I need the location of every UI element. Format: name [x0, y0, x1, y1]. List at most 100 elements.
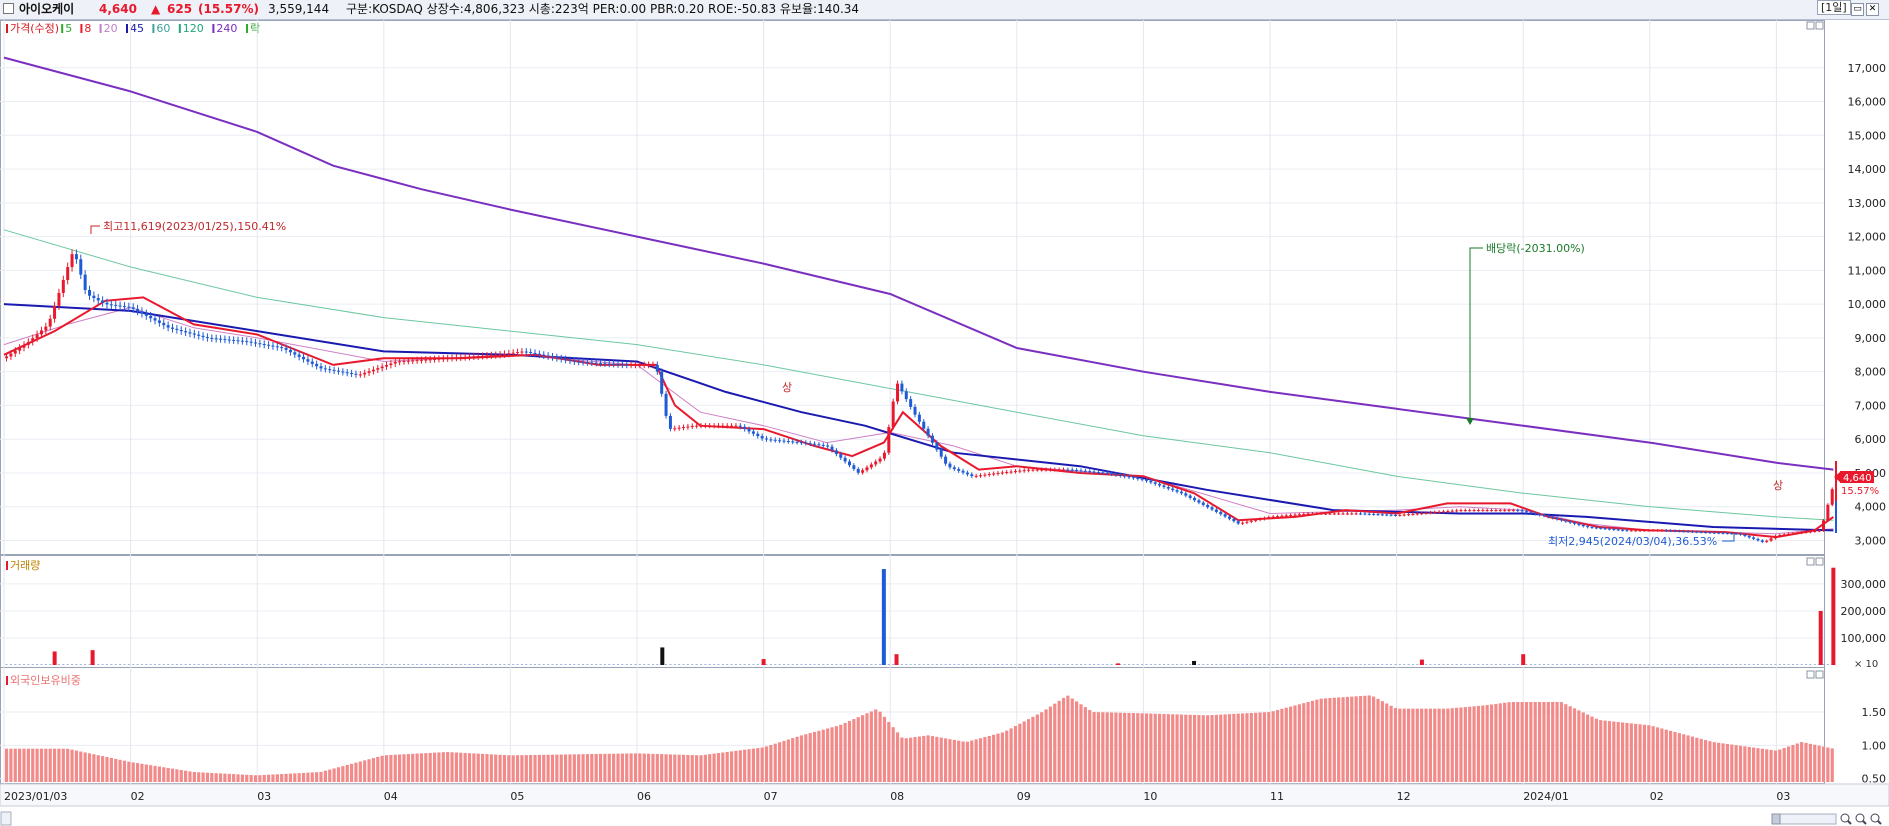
foreign-ratio-bar: [22, 748, 26, 782]
volume-bar: [1639, 664, 1642, 665]
candle-body: [494, 354, 498, 356]
volume-bar: [398, 664, 401, 665]
foreign-ratio-bar: [716, 753, 721, 782]
legend-item-0: 가격(수정): [10, 22, 59, 35]
volume-bar: [1778, 664, 1781, 665]
volume-bar: [1411, 664, 1414, 665]
foreign-ratio-bar: [175, 769, 179, 782]
candle-body: [1660, 530, 1664, 532]
candle-body: [336, 370, 340, 372]
foreign-ratio-bar: [852, 719, 856, 782]
current-price: 4,640: [99, 2, 137, 16]
candle-body: [1717, 532, 1721, 534]
candle-body: [153, 318, 157, 321]
foreign-ratio-bar: [943, 738, 948, 782]
foreign-ratio-bar: [328, 769, 332, 782]
volume-bar: [1538, 664, 1541, 665]
candle-body: [79, 259, 83, 275]
volume-bar: [27, 664, 30, 665]
volume-bar: [630, 664, 633, 665]
volume-bar: [1259, 664, 1262, 665]
candle-body: [1245, 521, 1249, 523]
maximize-icon[interactable]: [1815, 670, 1824, 679]
scroll-left-button[interactable]: [0, 811, 12, 826]
maximize-icon[interactable]: [1806, 557, 1815, 566]
foreign-ratio-bar: [1625, 722, 1629, 782]
volume-bar: [599, 664, 602, 665]
foreign-ratio-bar: [1214, 714, 1218, 782]
foreign-ratio-bar: [1101, 712, 1105, 782]
volume-bar: [975, 664, 978, 665]
foreign-ratio-bar: [839, 724, 843, 782]
volume-bar: [1180, 664, 1183, 665]
foreign-ratio-bar: [1013, 726, 1018, 782]
candle-body: [529, 352, 533, 354]
maximize-icon[interactable]: [1806, 21, 1815, 30]
candle-body: [1428, 512, 1432, 514]
candle-body: [1031, 469, 1035, 471]
maximize-icon[interactable]: [1806, 670, 1815, 679]
volume-bar: [1211, 664, 1214, 665]
candle-body: [1415, 513, 1419, 515]
volume-bar: [180, 664, 183, 665]
candle-body: [1704, 532, 1708, 534]
dividend-annotation: 배당락(-2031.00%): [1466, 242, 1585, 425]
volume-bar: [1376, 664, 1379, 665]
volume-bar: [887, 664, 890, 665]
foreign-ratio-bar: [1673, 731, 1677, 782]
foreign-ratio-bar: [699, 755, 703, 782]
volume-bar: [433, 664, 436, 665]
volume-bar: [385, 664, 388, 665]
candle-body: [498, 354, 502, 356]
maximize-icon[interactable]: [1815, 557, 1824, 566]
maximize-icon[interactable]: [1815, 21, 1824, 30]
close-icon[interactable]: ✕: [1866, 3, 1879, 16]
foreign-ratio-bar: [489, 754, 493, 782]
price-tick-label: 9,000: [1855, 332, 1887, 345]
candle-body: [1455, 510, 1459, 512]
checkbox-icon[interactable]: [3, 3, 14, 14]
foreign-ratio-bar: [157, 766, 162, 782]
candle-body: [1070, 469, 1074, 471]
candle-body: [1468, 510, 1472, 512]
zoom-in-icon[interactable]: [1840, 813, 1852, 825]
candle-body: [1219, 511, 1223, 515]
candle-body: [118, 305, 122, 307]
minimize-icon[interactable]: ▭: [1851, 3, 1864, 16]
volume-bar: [84, 664, 87, 665]
scroll-slider[interactable]: [1771, 813, 1837, 825]
volume-bar: [564, 664, 567, 665]
candle-body: [245, 341, 249, 343]
foreign-ratio-bar: [184, 770, 188, 782]
stock-name[interactable]: 아이오케이: [19, 2, 75, 16]
candle-body: [481, 355, 485, 357]
price-tick-label: 12,000: [1848, 231, 1887, 244]
candle-body: [310, 361, 314, 364]
candle-body: [778, 440, 782, 442]
volume-bar: [1621, 664, 1624, 665]
foreign-ratio-bar: [1345, 696, 1350, 782]
foreign-ratio-bar: [1044, 709, 1048, 782]
scroll-thumb[interactable]: [1771, 813, 1781, 825]
zoom-reset-icon[interactable]: [1870, 813, 1882, 825]
candle-body: [210, 337, 214, 339]
foreign-ratio-bar: [380, 755, 384, 782]
foreign-ratio-bar: [367, 759, 371, 782]
foreign-ratio-bar: [904, 738, 908, 782]
foreign-ratio-bar: [638, 753, 642, 782]
candle-body: [1756, 538, 1760, 541]
volume-bar: [1499, 664, 1502, 665]
period-label[interactable]: [1일]: [1817, 0, 1851, 15]
zoom-out-icon[interactable]: [1855, 813, 1867, 825]
candle-body: [948, 463, 952, 468]
candle-body: [1398, 514, 1402, 516]
foreign-ratio-bar: [13, 748, 17, 782]
foreign-ratio-bar: [1354, 696, 1358, 782]
volume-bar: [1704, 664, 1707, 665]
volume-bar: [1577, 664, 1580, 665]
candle-body: [1699, 531, 1703, 533]
candle-body: [743, 426, 747, 430]
candle-body: [1254, 519, 1258, 521]
volume-bar: [1573, 664, 1576, 665]
volume-bar: [215, 664, 218, 665]
